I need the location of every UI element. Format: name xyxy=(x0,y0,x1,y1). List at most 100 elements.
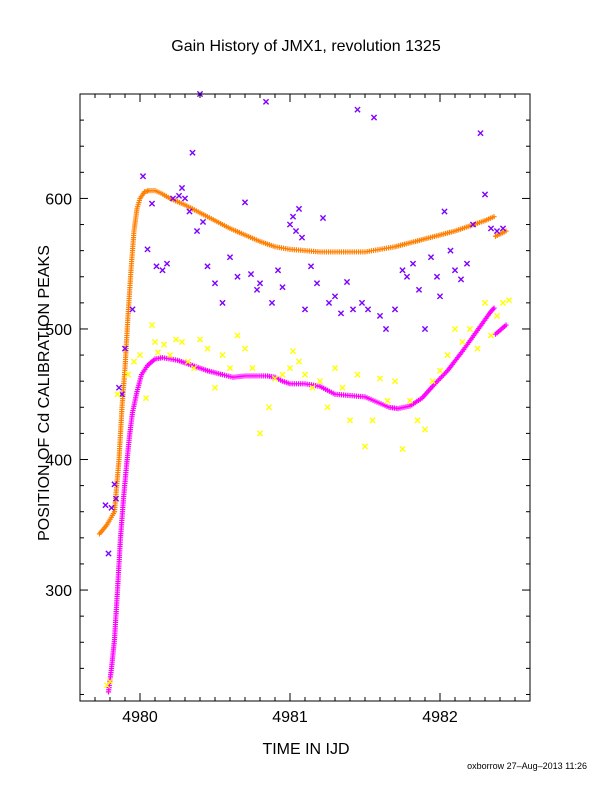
data-point xyxy=(241,345,249,352)
data-point xyxy=(279,284,286,291)
data-point xyxy=(249,365,256,372)
data-point xyxy=(166,351,174,359)
data-point xyxy=(144,246,151,253)
data-point xyxy=(112,495,120,502)
y-tick-label: 400 xyxy=(45,453,72,470)
data-point xyxy=(349,306,357,313)
data-point xyxy=(307,263,315,270)
data-point xyxy=(487,332,495,339)
data-point xyxy=(441,208,448,215)
data-point xyxy=(436,293,444,300)
data-point xyxy=(481,299,489,306)
data-point xyxy=(178,338,186,346)
data-point xyxy=(481,191,489,198)
data-point xyxy=(211,384,219,391)
data-point xyxy=(421,325,429,333)
data-point xyxy=(234,332,241,339)
data-point xyxy=(382,325,390,333)
data-point xyxy=(493,227,501,235)
data-point xyxy=(196,336,204,343)
data-point xyxy=(234,273,241,280)
data-point xyxy=(493,312,501,320)
data-point xyxy=(384,397,391,404)
data-point xyxy=(325,299,333,306)
data-point xyxy=(274,267,282,274)
data-point xyxy=(289,213,297,220)
data-point xyxy=(148,321,156,329)
data-point xyxy=(295,358,303,365)
data-point xyxy=(406,397,414,404)
x-tick-label: 4980 xyxy=(122,709,158,726)
y-tick-label: 300 xyxy=(45,583,72,600)
data-point xyxy=(256,280,264,287)
data-point xyxy=(444,351,451,359)
data-point xyxy=(370,114,378,121)
data-point xyxy=(102,502,109,509)
data-point xyxy=(142,395,150,402)
data-point xyxy=(369,417,376,424)
data-point xyxy=(219,299,226,306)
data-point xyxy=(451,267,459,274)
data-point xyxy=(343,278,351,286)
data-point xyxy=(447,247,454,254)
series-purple-points xyxy=(102,90,507,557)
data-point xyxy=(199,218,207,226)
data-point xyxy=(253,286,261,293)
data-point xyxy=(399,267,406,274)
data-point xyxy=(391,378,399,385)
data-point xyxy=(211,280,219,287)
data-point xyxy=(487,225,495,232)
data-point xyxy=(376,375,384,382)
data-point xyxy=(337,310,345,317)
data-point xyxy=(268,299,276,306)
data-point xyxy=(364,306,372,313)
data-point xyxy=(148,200,156,207)
data-point xyxy=(115,384,123,391)
data-point xyxy=(226,365,234,372)
credit-stamp: oxborrow 27–Aug–2013 11:26 xyxy=(467,761,587,771)
data-point xyxy=(160,341,168,348)
data-point xyxy=(491,214,497,220)
data-point xyxy=(469,221,477,228)
data-point xyxy=(279,371,286,378)
data-point xyxy=(463,260,471,267)
data-point xyxy=(186,208,193,215)
data-point xyxy=(505,297,513,304)
data-point xyxy=(105,550,112,557)
data-point xyxy=(121,345,129,352)
data-point xyxy=(130,358,138,365)
data-point xyxy=(477,130,484,137)
data-point xyxy=(204,345,211,352)
data-point xyxy=(178,184,186,192)
data-point xyxy=(451,325,459,333)
data-point xyxy=(499,225,507,232)
data-point xyxy=(108,504,115,511)
data-point xyxy=(457,276,465,283)
data-point xyxy=(181,195,189,202)
data-point xyxy=(433,273,441,280)
data-point xyxy=(139,173,147,180)
data-point xyxy=(295,205,303,212)
data-point xyxy=(301,306,309,313)
series-orange-fit xyxy=(96,187,509,537)
data-point xyxy=(331,293,339,300)
data-point xyxy=(106,678,114,685)
data-point xyxy=(415,286,423,293)
data-point xyxy=(204,263,211,270)
y-axis-label: POSITION OF Cd CALIBRATION PEAKS xyxy=(36,245,53,541)
data-point xyxy=(136,351,144,359)
data-point xyxy=(421,426,429,433)
data-point xyxy=(491,305,497,311)
data-point xyxy=(189,149,196,156)
data-point xyxy=(271,375,279,382)
data-point xyxy=(292,227,300,235)
data-point xyxy=(499,299,507,306)
data-point xyxy=(289,348,297,355)
x-tick-label: 4982 xyxy=(422,709,458,726)
data-point xyxy=(354,106,361,113)
y-tick-label: 600 xyxy=(45,191,72,208)
data-point xyxy=(124,371,132,378)
data-point xyxy=(459,338,466,346)
data-point xyxy=(265,404,273,411)
